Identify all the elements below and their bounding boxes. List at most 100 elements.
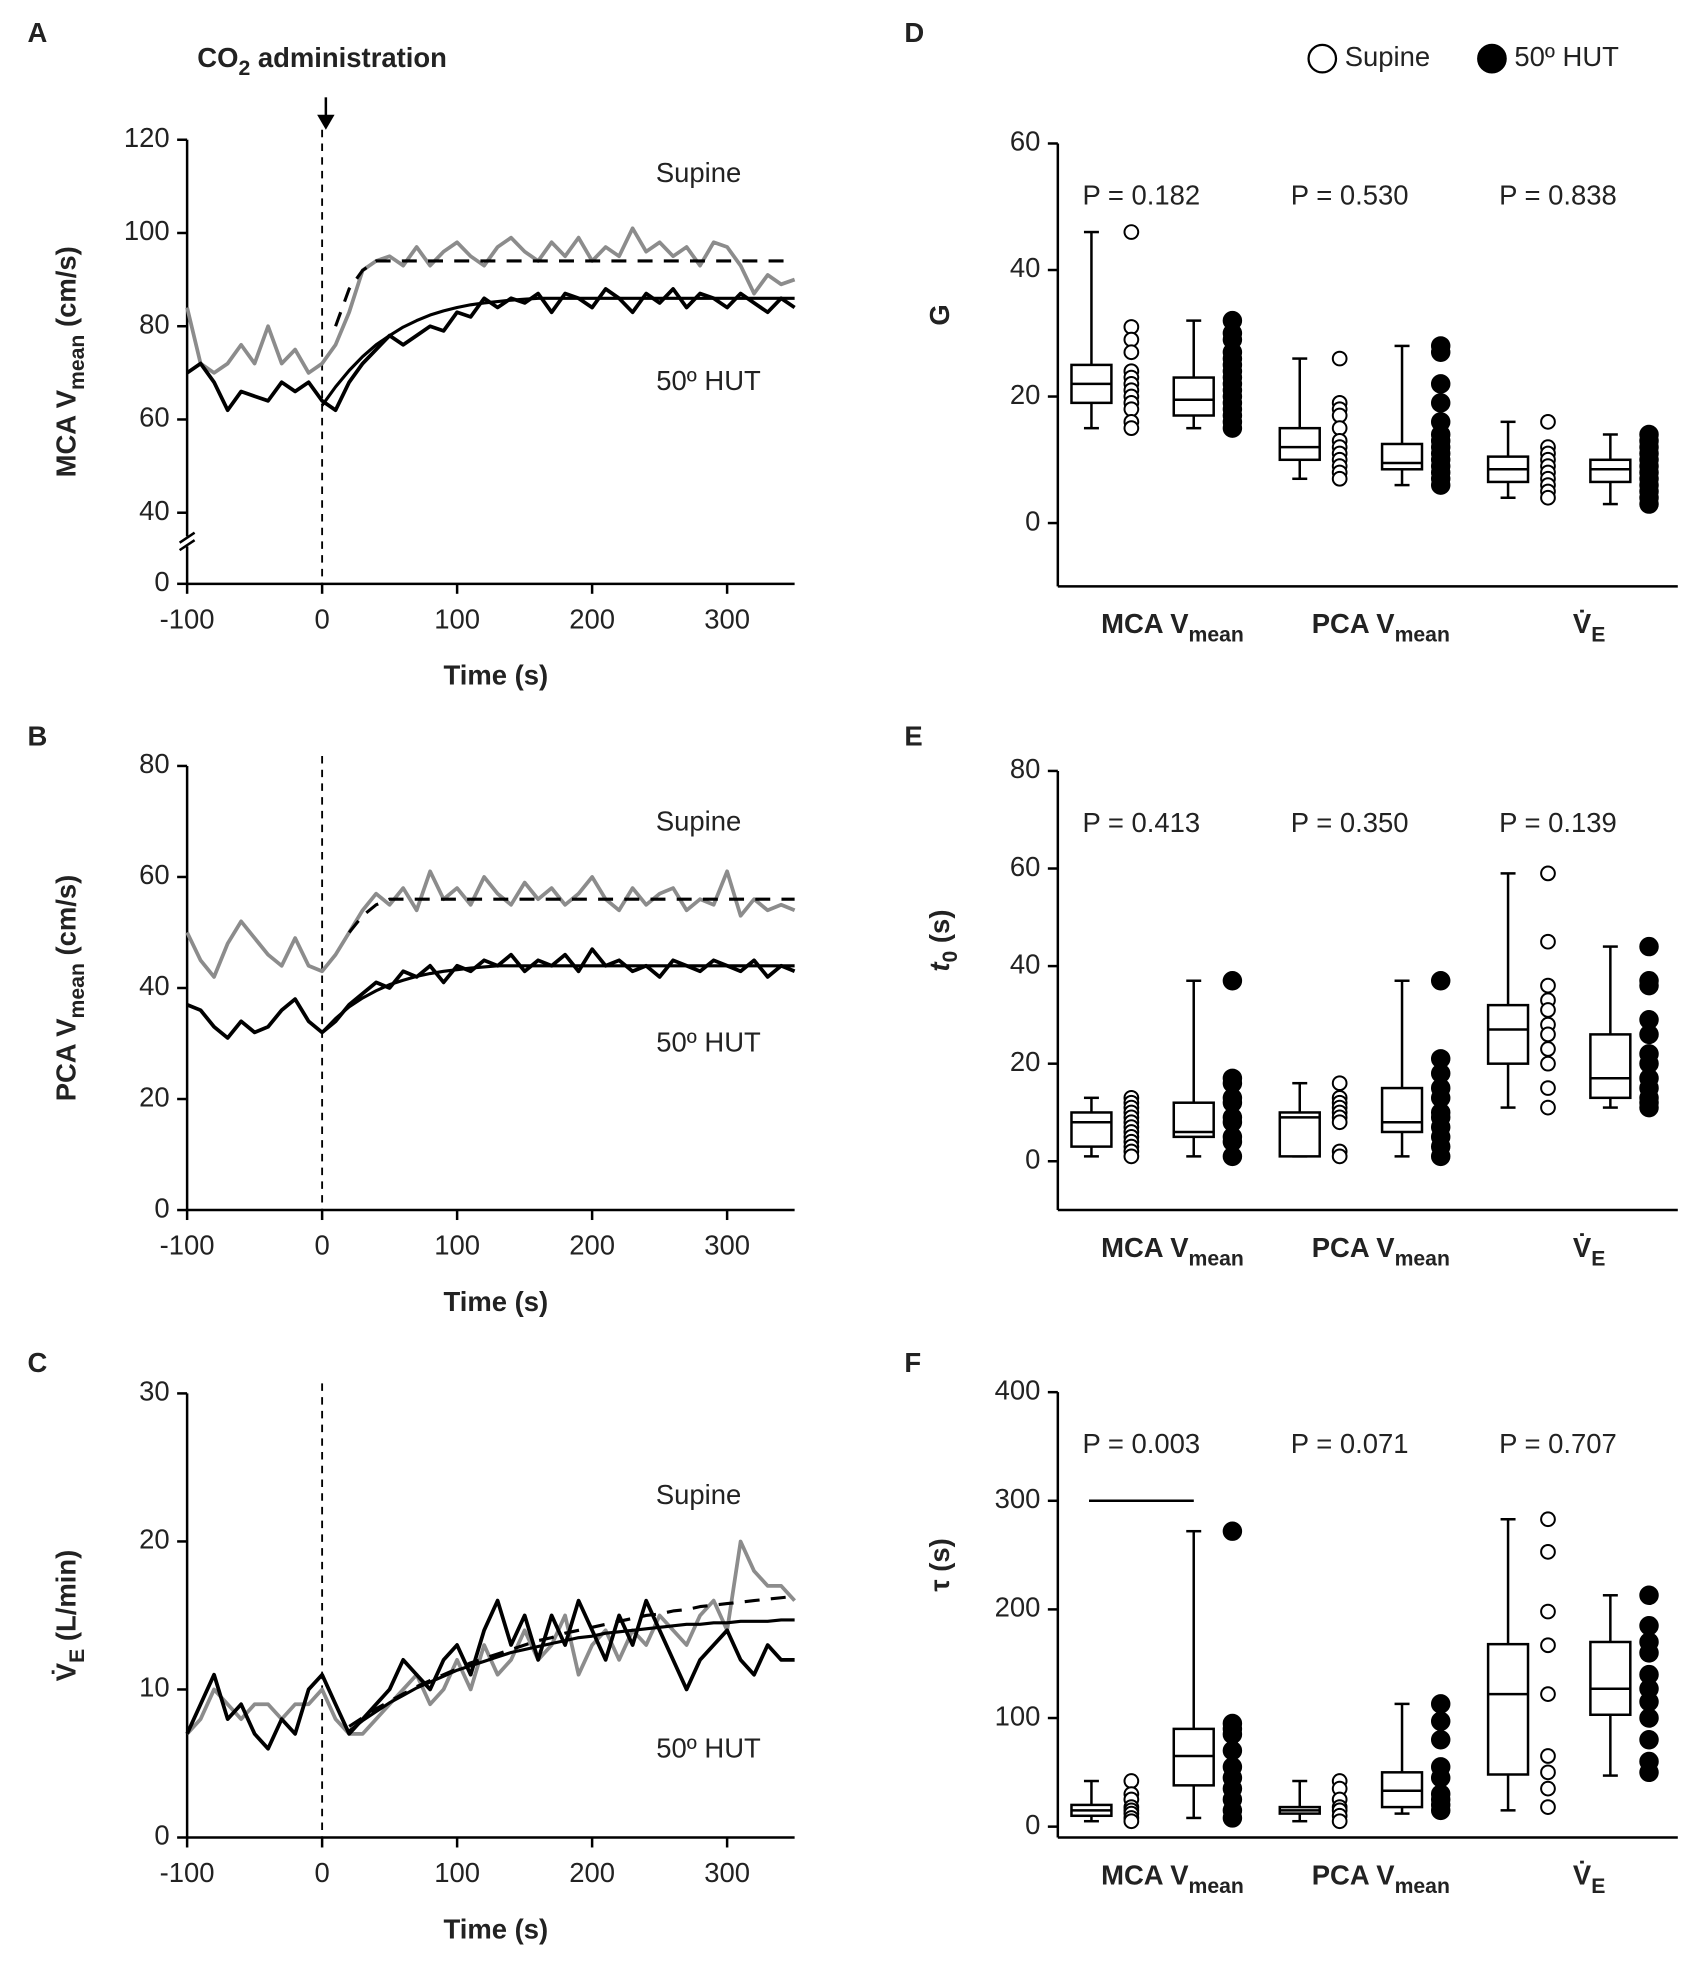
panel-letter: B (27, 721, 47, 752)
y-axis-label: MCA Vmean (cm/s) (51, 246, 89, 477)
y-axis-label-part: mean (66, 963, 89, 1018)
series-annotation: 50º HUT (656, 1026, 761, 1057)
y-axis-label: τ (s) (924, 1538, 955, 1591)
x-category-label-part: mean (1189, 1874, 1244, 1897)
box (1380, 442, 1424, 471)
data-point (1331, 1148, 1348, 1165)
axis-break (178, 539, 196, 552)
x-tick-label: 300 (704, 603, 750, 634)
series-annotation: Supine (656, 157, 741, 188)
y-axis-label-part: t (924, 961, 955, 972)
y-tick-label: 300 (995, 1483, 1041, 1514)
y-tick-label: 20 (1010, 1046, 1041, 1077)
x-category-label: MCA Vmean (1101, 1232, 1244, 1270)
data-point (1331, 1114, 1348, 1131)
series-annotation: Supine (656, 806, 741, 837)
data-point (1540, 1764, 1556, 1781)
data-point (1540, 865, 1556, 882)
box (1172, 376, 1215, 417)
data-point (1222, 971, 1243, 991)
y-tick-label: 100 (124, 215, 170, 246)
x-category-label-part: PCA V (1312, 1232, 1396, 1263)
y-tick-label: 80 (1010, 753, 1041, 784)
y-axis-label-part: (cm/s) (51, 246, 82, 334)
x-category-label: MCA Vmean (1101, 1860, 1244, 1898)
y-tick-label: 0 (154, 1192, 169, 1223)
chart-title-part: CO (197, 42, 238, 73)
box (1070, 1111, 1113, 1148)
y-tick-label: 20 (139, 1081, 170, 1112)
trace (185, 226, 796, 375)
y-tick-label: 80 (139, 308, 170, 339)
p-value: P = 0.413 (1082, 807, 1200, 838)
panel-letter: A (27, 17, 47, 48)
p-value: P = 0.071 (1291, 1428, 1409, 1459)
data-point (1123, 344, 1140, 361)
data-point (1331, 470, 1348, 487)
trace (185, 1598, 795, 1751)
y-tick-label: 30 (139, 1376, 170, 1407)
legend-label: Supine (1345, 41, 1430, 72)
x-category-label-part: MCA V (1101, 1860, 1189, 1891)
data-point (1639, 1615, 1659, 1636)
y-axis-label-part: mean (66, 335, 89, 390)
x-tick-label: -100 (160, 603, 215, 634)
y-tick-label: 200 (995, 1592, 1041, 1623)
axis-break (178, 531, 196, 544)
data-point (1430, 971, 1451, 991)
y-tick-label: 60 (139, 859, 170, 890)
data-point (1540, 1543, 1556, 1560)
p-value: P = 0.530 (1291, 179, 1409, 210)
x-tick-label: 0 (314, 1230, 329, 1261)
y-tick-label: 20 (139, 1524, 170, 1555)
data-point (1222, 1808, 1243, 1828)
data-point (1540, 1603, 1556, 1620)
data-point (1430, 1768, 1451, 1788)
data-point (1540, 1511, 1556, 1528)
box (1486, 1642, 1530, 1776)
x-category-label-part: MCA V (1101, 608, 1189, 639)
box (1486, 1003, 1530, 1065)
y-tick-label: 120 (124, 122, 170, 153)
y-axis-label-part: 0 (939, 951, 962, 963)
x-category-label: V̇E (1573, 608, 1605, 646)
x-category-label: PCA Vmean (1312, 1860, 1450, 1898)
data-point (1430, 1800, 1451, 1821)
data-point (1222, 418, 1243, 438)
data-point (1540, 1080, 1556, 1096)
x-category-label-part: mean (1395, 623, 1450, 646)
x-tick-label: 100 (434, 1230, 480, 1261)
x-tick-label: 100 (434, 1857, 480, 1888)
data-point (1540, 1799, 1556, 1815)
y-tick-label: 40 (139, 495, 170, 526)
y-tick-label: 80 (139, 748, 170, 779)
panel-letter: F (904, 1347, 921, 1378)
data-point (1639, 1762, 1659, 1783)
data-point (1123, 1773, 1140, 1789)
x-tick-label: -100 (160, 1857, 215, 1888)
data-point (1540, 1099, 1556, 1116)
x-axis-label: Time (s) (444, 660, 549, 691)
data-point (1540, 1637, 1556, 1654)
p-value: P = 0.838 (1499, 179, 1617, 210)
data-point (1123, 1148, 1140, 1165)
x-axis-label: Time (s) (444, 1286, 549, 1317)
data-point (1639, 1097, 1659, 1118)
y-axis-label-part: (cm/s) (51, 875, 82, 963)
x-category-label-part: E (1591, 623, 1605, 646)
data-point (1430, 1711, 1451, 1732)
box (1589, 1640, 1632, 1717)
panel-letter: C (27, 1347, 47, 1378)
x-tick-label: 0 (314, 1857, 329, 1888)
data-point (1430, 1694, 1451, 1714)
data-point (1123, 1813, 1140, 1830)
p-value: P = 0.182 (1082, 179, 1200, 210)
x-tick-label: 200 (569, 1230, 615, 1261)
x-category-label-part: V̇ (1573, 608, 1592, 639)
x-category-label: PCA Vmean (1312, 1232, 1450, 1270)
data-point (1222, 1146, 1243, 1167)
y-tick-label: 0 (1025, 505, 1040, 536)
data-point (1639, 1024, 1659, 1045)
data-point (1430, 342, 1451, 362)
p-value: P = 0.350 (1291, 807, 1409, 838)
